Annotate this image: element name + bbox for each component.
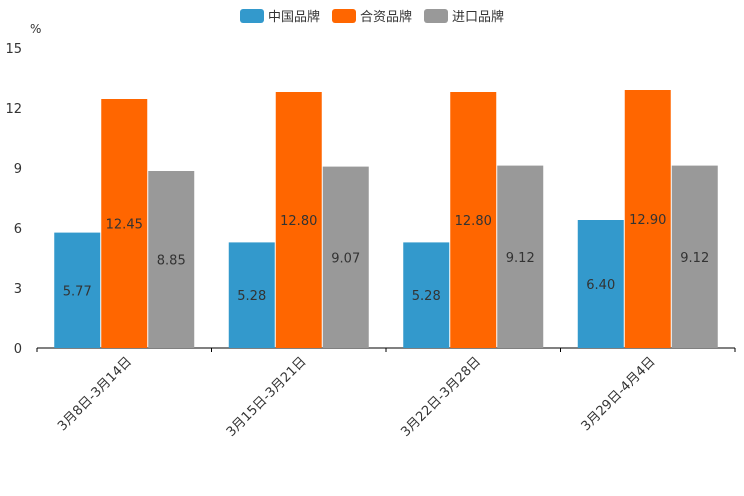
bar: [671, 165, 718, 348]
data-label: 5.77: [63, 284, 92, 299]
legend-swatch-joint: [331, 8, 356, 23]
data-label: 9.12: [506, 251, 535, 266]
data-label: 12.45: [106, 218, 143, 233]
y-tick-label: 3: [14, 282, 22, 297]
legend-item-import[interactable]: 进口品牌: [424, 6, 504, 25]
bar: [101, 99, 148, 348]
bar: [497, 165, 544, 348]
legend-swatch-import: [424, 8, 448, 23]
bar: [54, 232, 101, 348]
y-tick-label: 6: [14, 222, 22, 237]
legend-item-china[interactable]: 中国品牌: [239, 6, 320, 25]
bar: [403, 242, 450, 348]
legend-label-joint: 合资品牌: [359, 10, 412, 25]
y-tick-label: 0: [14, 342, 22, 357]
x-tick-label: 3月15日-3月21日: [224, 354, 310, 440]
data-label: 12.80: [455, 214, 492, 229]
legend-label-china: 中国品牌: [267, 10, 320, 25]
x-tick-label: 3月22日-3月28日: [398, 354, 484, 440]
data-label: 12.90: [629, 213, 666, 228]
data-label: 8.85: [157, 254, 186, 269]
data-label: 5.28: [237, 289, 266, 304]
bar: [577, 220, 624, 348]
legend-item-joint[interactable]: 合资品牌: [331, 6, 412, 25]
data-label: 9.07: [331, 251, 360, 266]
bar: [624, 90, 671, 348]
y-tick-label: 12: [5, 102, 22, 117]
data-label: 12.80: [280, 214, 317, 229]
x-tick-label: 3月29日-4月4日: [579, 354, 659, 434]
y-axis-unit: %: [30, 22, 42, 36]
data-label: 6.40: [586, 278, 615, 293]
legend-swatch-china: [239, 8, 264, 23]
bar: [450, 92, 497, 348]
bar: [322, 166, 369, 348]
bar: [275, 92, 322, 348]
data-label: 5.28: [412, 289, 441, 304]
legend-label-import: 进口品牌: [452, 10, 505, 25]
y-tick-label: 15: [5, 42, 22, 57]
x-tick-label: 3月8日-3月14日: [55, 354, 135, 434]
data-label: 9.12: [680, 251, 709, 266]
bar: [228, 242, 275, 348]
legend: 中国品牌 合资品牌 进口品牌: [0, 6, 744, 25]
y-tick-label: 9: [14, 162, 22, 177]
bar: [148, 171, 195, 348]
